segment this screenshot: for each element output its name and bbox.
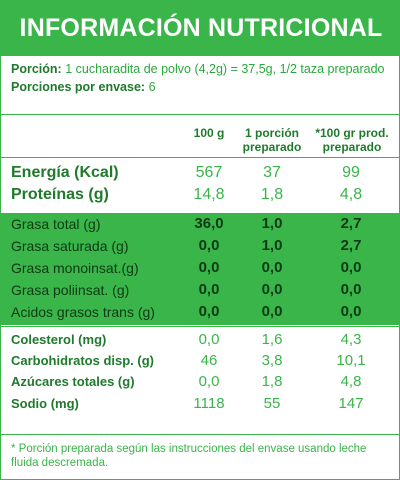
fat-label: Grasa total (g) [11,216,101,232]
column-header-prepared-line1: *100 gr prod. [315,126,389,140]
nutrient-prepared: 10,1 [336,352,366,369]
column-header-portion-line2: preparado [242,140,302,154]
nutrient-label: Sodio (mg) [11,396,79,411]
fat-portion: 0,0 [261,303,283,320]
serving-info: Porción: 1 cucharadita de polvo (4,2g) =… [11,62,391,95]
footnote: * Porción preparada según las instruccio… [11,443,367,469]
fat-label: Acidos grasos trans (g) [11,304,155,320]
fat-row: Grasa total (g) 36,0 1,0 2,7 [1,213,400,235]
fat-prepared: 0,0 [340,303,362,320]
energy-100g: 567 [195,164,223,181]
fat-portion: 1,0 [261,237,283,254]
fat-label: Grasa poliinsat. (g) [11,282,130,298]
energy-label: Energía (Kcal) [11,164,119,181]
fat-label: Grasa saturada (g) [11,238,129,254]
fat-portion: 0,0 [261,259,283,276]
portion-line: Porción: 1 cucharadita de polvo (4,2g) =… [11,62,391,77]
nutrient-portion: 3,8 [261,352,283,369]
divider [1,157,400,158]
servings-value: 6 [148,80,156,94]
column-header-100g: 100 g [193,126,225,140]
servings-line: Porciones por envase: 6 [11,80,391,95]
fat-portion: 0,0 [261,281,283,298]
fat-row: Acidos grasos trans (g) 0,0 0,0 0,0 [1,301,400,323]
nutrient-prepared: 4,8 [340,373,362,390]
portion-label: Porción: [11,62,62,76]
fat-row: Grasa monoinsat.(g) 0,0 0,0 0,0 [1,257,400,279]
nutrient-prepared: 4,3 [340,331,362,348]
fat-100g: 0,0 [198,237,220,254]
protein-100g: 14,8 [193,186,225,203]
column-header-portion-line1: 1 porción [244,126,299,140]
fat-section: Grasa total (g) 36,0 1,0 2,7 Grasa satur… [1,213,400,325]
nutrient-100g: 1118 [193,395,225,412]
nutrient-label: Colesterol (mg) [11,332,107,347]
energy-portion: 37 [263,164,281,181]
nutrient-portion: 1,8 [261,373,283,390]
fat-prepared: 2,7 [340,215,362,232]
fat-prepared: 2,7 [340,237,362,254]
nutrient-100g: 0,0 [198,373,220,390]
protein-label: Proteínas (g) [11,186,109,203]
portion-value: 1 cucharadita de polvo (4,2g) = 37,5g, 1… [65,62,385,76]
fat-prepared: 0,0 [340,259,362,276]
protein-prepared: 4,8 [339,186,363,203]
fat-100g: 0,0 [198,259,220,276]
energy-prepared: 99 [342,164,360,181]
nutrient-label: Carbohidratos disp. (g) [11,353,154,368]
divider [1,434,400,435]
fat-100g: 36,0 [194,215,224,232]
fat-100g: 0,0 [198,281,220,298]
fat-row: Grasa saturada (g) 0,0 1,0 2,7 [1,235,400,257]
protein-portion: 1,8 [260,186,284,203]
nutrient-prepared: 147 [338,395,364,412]
column-header-100g-prepared: *100 gr prod. preparado [305,126,399,154]
label-title: INFORMACIÓN NUTRICIONAL [1,0,400,56]
nutrient-100g: 46 [200,352,218,369]
column-header-portion: 1 porción preparado [237,126,307,154]
servings-label: Porciones por envase: [11,80,146,94]
fat-row: Grasa poliinsat. (g) 0,0 0,0 0,0 [1,279,400,301]
fat-100g: 0,0 [198,303,220,320]
fat-label: Grasa monoinsat.(g) [11,260,139,276]
nutrient-100g: 0,0 [198,331,220,348]
column-header-prepared-line2: preparado [322,140,382,154]
divider [1,326,400,327]
fat-prepared: 0,0 [340,281,362,298]
nutrient-portion: 55 [263,395,281,412]
fat-portion: 1,0 [261,215,283,232]
divider [1,114,400,115]
nutrient-portion: 1,6 [261,331,283,348]
nutrient-label: Azúcares totales (g) [11,374,135,389]
